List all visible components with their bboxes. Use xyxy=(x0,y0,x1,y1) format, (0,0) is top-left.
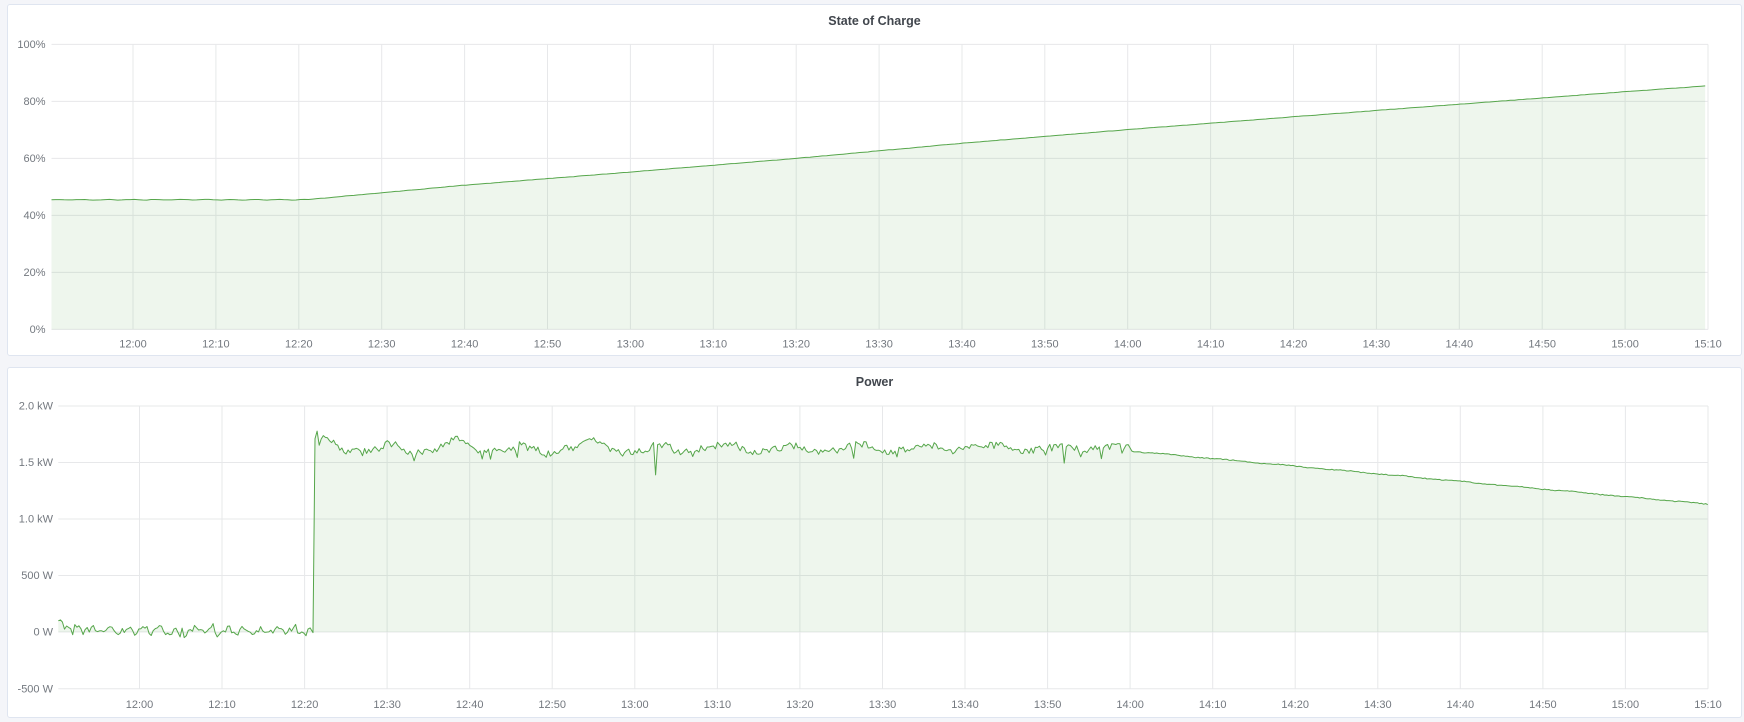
svg-text:13:00: 13:00 xyxy=(617,339,645,351)
svg-text:15:00: 15:00 xyxy=(1612,699,1640,711)
svg-text:14:30: 14:30 xyxy=(1364,699,1392,711)
svg-text:12:40: 12:40 xyxy=(451,339,479,351)
svg-text:14:00: 14:00 xyxy=(1116,699,1144,711)
svg-text:12:30: 12:30 xyxy=(373,699,401,711)
svg-text:14:50: 14:50 xyxy=(1529,699,1557,711)
svg-text:14:20: 14:20 xyxy=(1281,699,1309,711)
svg-text:80%: 80% xyxy=(23,96,45,108)
svg-text:12:20: 12:20 xyxy=(291,699,319,711)
svg-text:Power: Power xyxy=(856,375,894,389)
svg-text:15:00: 15:00 xyxy=(1611,339,1639,351)
svg-text:500 W: 500 W xyxy=(21,570,53,582)
svg-text:0%: 0% xyxy=(30,324,46,336)
svg-text:13:50: 13:50 xyxy=(1031,339,1059,351)
svg-text:14:40: 14:40 xyxy=(1446,339,1474,351)
svg-text:20%: 20% xyxy=(23,267,45,279)
svg-text:12:50: 12:50 xyxy=(538,699,566,711)
svg-text:14:30: 14:30 xyxy=(1363,339,1391,351)
svg-text:13:30: 13:30 xyxy=(869,699,897,711)
svg-text:14:10: 14:10 xyxy=(1197,339,1225,351)
svg-text:12:00: 12:00 xyxy=(119,339,147,351)
svg-text:100%: 100% xyxy=(17,39,45,51)
svg-text:13:00: 13:00 xyxy=(621,699,649,711)
svg-text:1.5 kW: 1.5 kW xyxy=(19,457,54,469)
svg-text:13:20: 13:20 xyxy=(786,699,814,711)
svg-text:40%: 40% xyxy=(23,210,45,222)
svg-text:0 W: 0 W xyxy=(33,627,53,639)
svg-text:2.0 kW: 2.0 kW xyxy=(19,401,54,413)
svg-text:12:10: 12:10 xyxy=(202,339,230,351)
svg-text:12:30: 12:30 xyxy=(368,339,396,351)
svg-text:1.0 kW: 1.0 kW xyxy=(19,514,54,526)
svg-text:13:10: 13:10 xyxy=(700,339,728,351)
svg-text:12:00: 12:00 xyxy=(126,699,154,711)
svg-text:13:20: 13:20 xyxy=(782,339,810,351)
svg-text:14:10: 14:10 xyxy=(1199,699,1227,711)
svg-text:12:40: 12:40 xyxy=(456,699,484,711)
svg-text:14:20: 14:20 xyxy=(1280,339,1308,351)
svg-text:12:20: 12:20 xyxy=(285,339,313,351)
svg-text:60%: 60% xyxy=(23,153,45,165)
svg-text:13:40: 13:40 xyxy=(951,699,979,711)
svg-text:15:10: 15:10 xyxy=(1694,699,1722,711)
svg-text:13:50: 13:50 xyxy=(1034,699,1062,711)
svg-text:14:00: 14:00 xyxy=(1114,339,1142,351)
svg-text:14:40: 14:40 xyxy=(1447,699,1475,711)
svg-text:12:10: 12:10 xyxy=(208,699,236,711)
svg-text:13:40: 13:40 xyxy=(948,339,976,351)
svg-text:-500 W: -500 W xyxy=(18,683,54,695)
svg-text:14:50: 14:50 xyxy=(1528,339,1556,351)
svg-text:13:30: 13:30 xyxy=(865,339,893,351)
svg-text:15:10: 15:10 xyxy=(1694,339,1722,351)
svg-text:13:10: 13:10 xyxy=(704,699,732,711)
svg-text:State of Charge: State of Charge xyxy=(828,14,920,28)
svg-text:12:50: 12:50 xyxy=(534,339,562,351)
